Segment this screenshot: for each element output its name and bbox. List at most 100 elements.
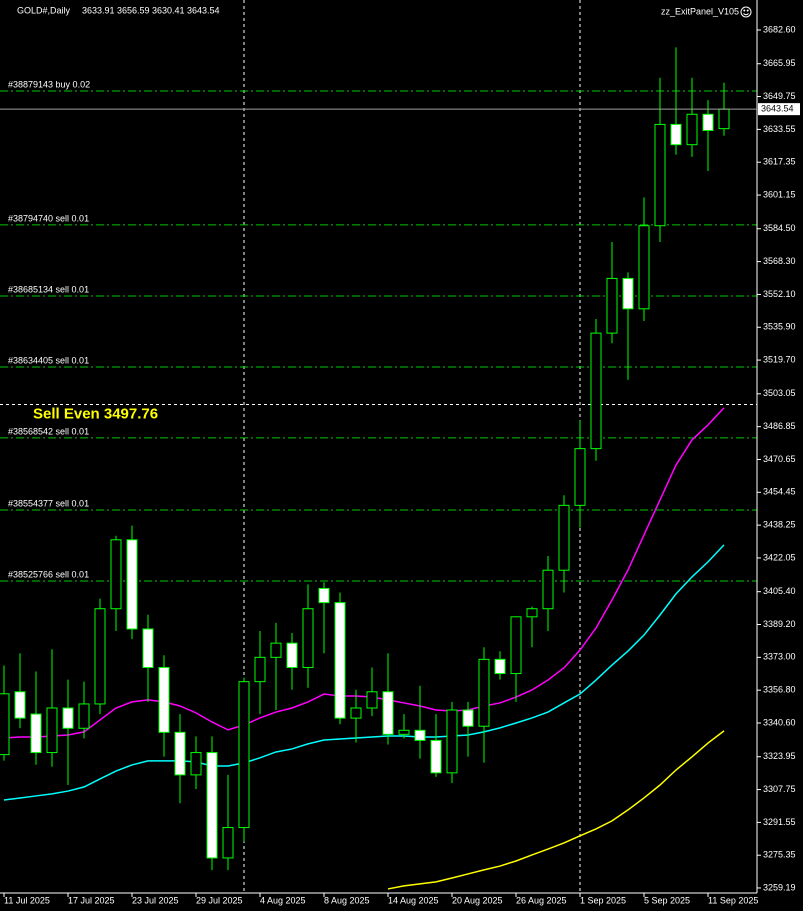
x-tick-label: 17 Jul 2025 — [68, 895, 115, 905]
y-tick-label: 3389.20 — [763, 619, 796, 629]
current-price-label: 3643.54 — [761, 104, 794, 114]
header-high: 3656.59 — [117, 5, 150, 15]
candle-body — [590, 332, 602, 450]
candle-body — [382, 691, 394, 735]
candle-body — [478, 658, 490, 727]
y-tick-label: 3405.40 — [763, 586, 796, 596]
current-price-box — [758, 103, 800, 116]
candle-body — [30, 713, 42, 754]
candle-body — [126, 539, 138, 630]
x-tick-label: 20 Aug 2025 — [452, 895, 503, 905]
x-tick-label: 14 Aug 2025 — [388, 895, 439, 905]
candle-body — [46, 707, 58, 754]
candle-body — [334, 602, 346, 719]
x-tick-label: 23 Jul 2025 — [132, 895, 179, 905]
y-tick-label: 3503.05 — [763, 388, 796, 398]
candle-body — [542, 569, 554, 610]
x-tick-label: 11 Jul 2025 — [4, 895, 50, 905]
candle-body — [158, 666, 170, 733]
y-tick-label: 3649.75 — [763, 91, 796, 101]
y-tick-label: 3340.60 — [763, 717, 796, 727]
candle-body — [654, 123, 666, 227]
y-tick-label: 3307.75 — [763, 784, 796, 794]
y-tick-label: 3519.70 — [763, 354, 796, 364]
symbol: GOLD#,Daily — [17, 5, 71, 15]
y-tick-label: 3552.10 — [763, 289, 796, 299]
header-low: 3630.41 — [152, 5, 185, 15]
candle-body — [270, 642, 282, 658]
candle-body — [174, 731, 186, 776]
y-tick-label: 3568.30 — [763, 256, 796, 266]
order-label: #38685134 sell 0.01 — [8, 284, 89, 294]
header-open: 3633.91 — [82, 5, 115, 15]
candle-body — [670, 123, 682, 146]
plot: #38879143 buy 0.02 #38794740 sell 0.01 #38… — [0, 47, 757, 890]
candle-body — [78, 703, 90, 729]
sell-even-label: Sell Even 3497.76 — [33, 406, 158, 423]
y-tick-label: 3291.55 — [763, 817, 796, 827]
candle-body — [318, 587, 330, 604]
candle-body — [222, 827, 234, 859]
moving-average — [3, 407, 725, 739]
y-tick-label: 3438.25 — [763, 519, 796, 529]
y-tick-label: 3584.50 — [763, 223, 796, 233]
candle-body — [718, 108, 730, 130]
y-tick-label: 3633.55 — [763, 124, 796, 134]
candle-body — [414, 729, 426, 741]
candle-body — [110, 539, 122, 610]
candle-body — [638, 225, 650, 310]
order-label: #38554377 sell 0.01 — [8, 498, 89, 508]
y-tick-label: 3356.80 — [763, 685, 796, 695]
y-tick-label: 3665.95 — [763, 58, 796, 68]
order-label: #38794740 sell 0.01 — [8, 213, 89, 223]
candle-body — [0, 693, 10, 756]
y-tick-label: 3275.35 — [763, 850, 796, 860]
x-tick-label: 1 Sep 2025 — [580, 895, 626, 905]
y-tick-label: 3454.45 — [763, 487, 796, 497]
y-tick-label: 3259.19 — [763, 882, 796, 892]
x-tick-label: 26 Aug 2025 — [516, 895, 567, 905]
candle-body — [62, 707, 74, 729]
candle-body — [702, 113, 714, 131]
x-tick-label: 29 Jul 2025 — [196, 895, 243, 905]
moving-average — [387, 730, 725, 890]
candle-body — [494, 658, 506, 675]
y-tick-label: 3422.05 — [763, 552, 796, 562]
candle-body — [574, 448, 586, 506]
candle-body — [286, 642, 298, 668]
candle-body — [526, 608, 538, 618]
candle-body — [446, 709, 458, 774]
candle-body — [206, 752, 218, 859]
candle-body — [302, 608, 314, 668]
y-tick-label: 3486.85 — [763, 421, 796, 431]
candle-body — [94, 608, 106, 705]
candle-body — [462, 709, 474, 727]
y-tick-label: 3470.65 — [763, 454, 796, 464]
candle-body — [142, 628, 154, 668]
smiley-icon — [740, 6, 752, 18]
header-close: 3643.54 — [187, 5, 220, 15]
order-label: #38568542 sell 0.01 — [8, 426, 89, 436]
candle-body — [686, 113, 698, 146]
candle-body — [190, 752, 202, 776]
candle-body — [510, 616, 522, 675]
candle-body — [366, 691, 378, 709]
x-tick-label: 5 Sep 2025 — [644, 895, 690, 905]
order-label: #38879143 buy 0.02 — [8, 79, 90, 89]
candle-body — [606, 277, 618, 334]
y-tick-label: 3601.15 — [763, 189, 796, 199]
panel-name: zz_ExitPanel_V105 — [661, 6, 739, 16]
x-tick-label: 11 Sep 2025 — [708, 895, 758, 905]
candle-body — [350, 707, 362, 719]
order-label: #38634405 sell 0.01 — [8, 355, 89, 365]
candle-body — [430, 739, 442, 774]
candle-body — [398, 729, 410, 735]
y-tick-label: 3682.60 — [763, 24, 796, 34]
y-tick-label: 3323.95 — [763, 751, 796, 761]
candle-body — [238, 681, 250, 829]
candle-body — [254, 656, 266, 683]
candle-body — [14, 691, 26, 719]
